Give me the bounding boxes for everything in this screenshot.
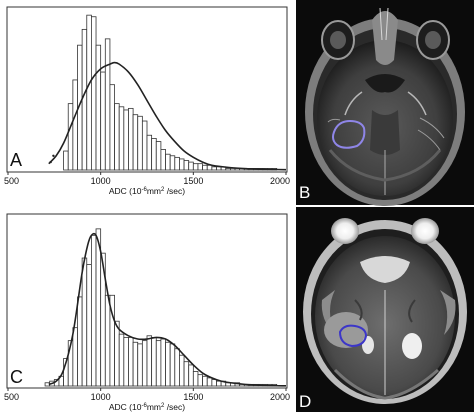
histogram-bar (114, 103, 120, 171)
mri-panel-b: B (296, 0, 474, 206)
histogram-bar (160, 338, 166, 387)
histogram-bar (192, 371, 199, 387)
histogram-bar (155, 141, 162, 171)
histogram-bar (151, 336, 157, 387)
histogram-bar (95, 44, 102, 171)
x-tick-label: 1500 (183, 176, 203, 186)
histogram-bar (174, 156, 180, 171)
x-axis-ticks: 500 1000 1500 2000 (4, 388, 290, 402)
histogram-panel-a: 500 1000 1500 2000 A ADC (10-6mm2 /sec) (4, 6, 290, 196)
bars-group (44, 228, 278, 387)
histogram-bar (160, 149, 166, 171)
x-tick-label: 1000 (91, 176, 111, 186)
histogram-bar (104, 38, 111, 171)
roi-outline (338, 324, 368, 348)
histogram-bar (206, 377, 213, 387)
histogram-bar (72, 327, 78, 387)
histogram-bar (91, 234, 97, 387)
histogram-bar (118, 106, 125, 171)
histogram-bar (81, 257, 88, 387)
histogram-bar (77, 296, 83, 387)
histogram-bar (91, 16, 97, 171)
histogram-bar (86, 14, 92, 171)
panel-label: D (299, 392, 311, 411)
fit-curve (48, 61, 287, 171)
histogram-bar (128, 336, 134, 387)
x-axis-ticks: 500 1000 1500 2000 (4, 172, 290, 186)
mri-head-image (305, 7, 465, 206)
histogram-bar (206, 164, 213, 171)
histogram-bar (225, 168, 231, 171)
histogram-bar (216, 380, 222, 387)
histogram-bar (114, 320, 120, 387)
histogram-bar (118, 333, 125, 387)
histogram-bar (72, 79, 78, 171)
histogram-bar (165, 153, 171, 171)
histogram-bar (146, 134, 153, 171)
histogram-bar (188, 364, 194, 387)
scatter-point (49, 160, 52, 164)
histogram-panel-c: 500 1000 1500 2000 C ADC (10-6mm2 /sec) (4, 213, 290, 412)
x-tick-label: 500 (4, 392, 19, 402)
panel-label: B (299, 183, 310, 202)
histogram-bar (137, 115, 143, 171)
histogram-bar (137, 343, 143, 387)
histogram-bar (197, 374, 204, 387)
histogram-bar (104, 294, 111, 387)
histogram-bar (146, 335, 153, 387)
histogram-bar (179, 354, 185, 387)
histogram-bar (95, 228, 102, 387)
adc-map-image (303, 218, 467, 404)
histogram-bar (183, 160, 190, 171)
bars-group (63, 14, 278, 171)
histogram-bar (179, 158, 185, 171)
histogram-bar (141, 120, 148, 171)
histogram-bar (155, 340, 162, 387)
histogram-bar (132, 341, 139, 387)
x-tick-label: 500 (4, 176, 19, 186)
histogram-bar (151, 137, 157, 171)
histogram-bar (63, 150, 69, 171)
scatter-point (52, 154, 55, 157)
histogram-bar (141, 340, 148, 387)
histogram-bar (211, 166, 217, 171)
histogram-bar (81, 28, 88, 171)
x-tick-label: 1500 (183, 392, 203, 402)
x-axis-label: ADC (10-6mm2 /sec) (109, 402, 185, 412)
histogram-bar (109, 84, 115, 171)
histogram-bar (188, 161, 194, 171)
histogram-bar (132, 114, 139, 171)
roi-outline (332, 119, 366, 149)
histogram-bar (192, 163, 199, 171)
x-tick-label: 1000 (91, 392, 111, 402)
x-tick-label: 2000 (270, 392, 290, 402)
histogram-bar (123, 336, 129, 387)
histogram-bar (86, 264, 92, 387)
histogram-bar (128, 107, 134, 171)
histogram-bar (100, 71, 106, 171)
histogram-bar (67, 103, 74, 171)
histogram-bar (202, 164, 208, 171)
histogram-bar (211, 379, 217, 387)
x-tick-label: 2000 (270, 176, 290, 186)
histogram-bar (169, 343, 176, 387)
panel-label: A (10, 150, 22, 170)
mri-panel-d: D (296, 207, 474, 412)
histogram-bar (169, 155, 176, 171)
histogram-bar (174, 348, 180, 387)
scatter-group (49, 154, 55, 164)
panel-label: C (10, 367, 23, 387)
histogram-bar (202, 375, 208, 387)
histogram-bar (183, 361, 190, 387)
fit-curve (48, 232, 287, 387)
x-axis-label: ADC (10-6mm2 /sec) (109, 186, 185, 196)
histogram-bar (123, 109, 129, 171)
histogram-bar (197, 163, 204, 171)
histogram-bar (165, 341, 171, 387)
